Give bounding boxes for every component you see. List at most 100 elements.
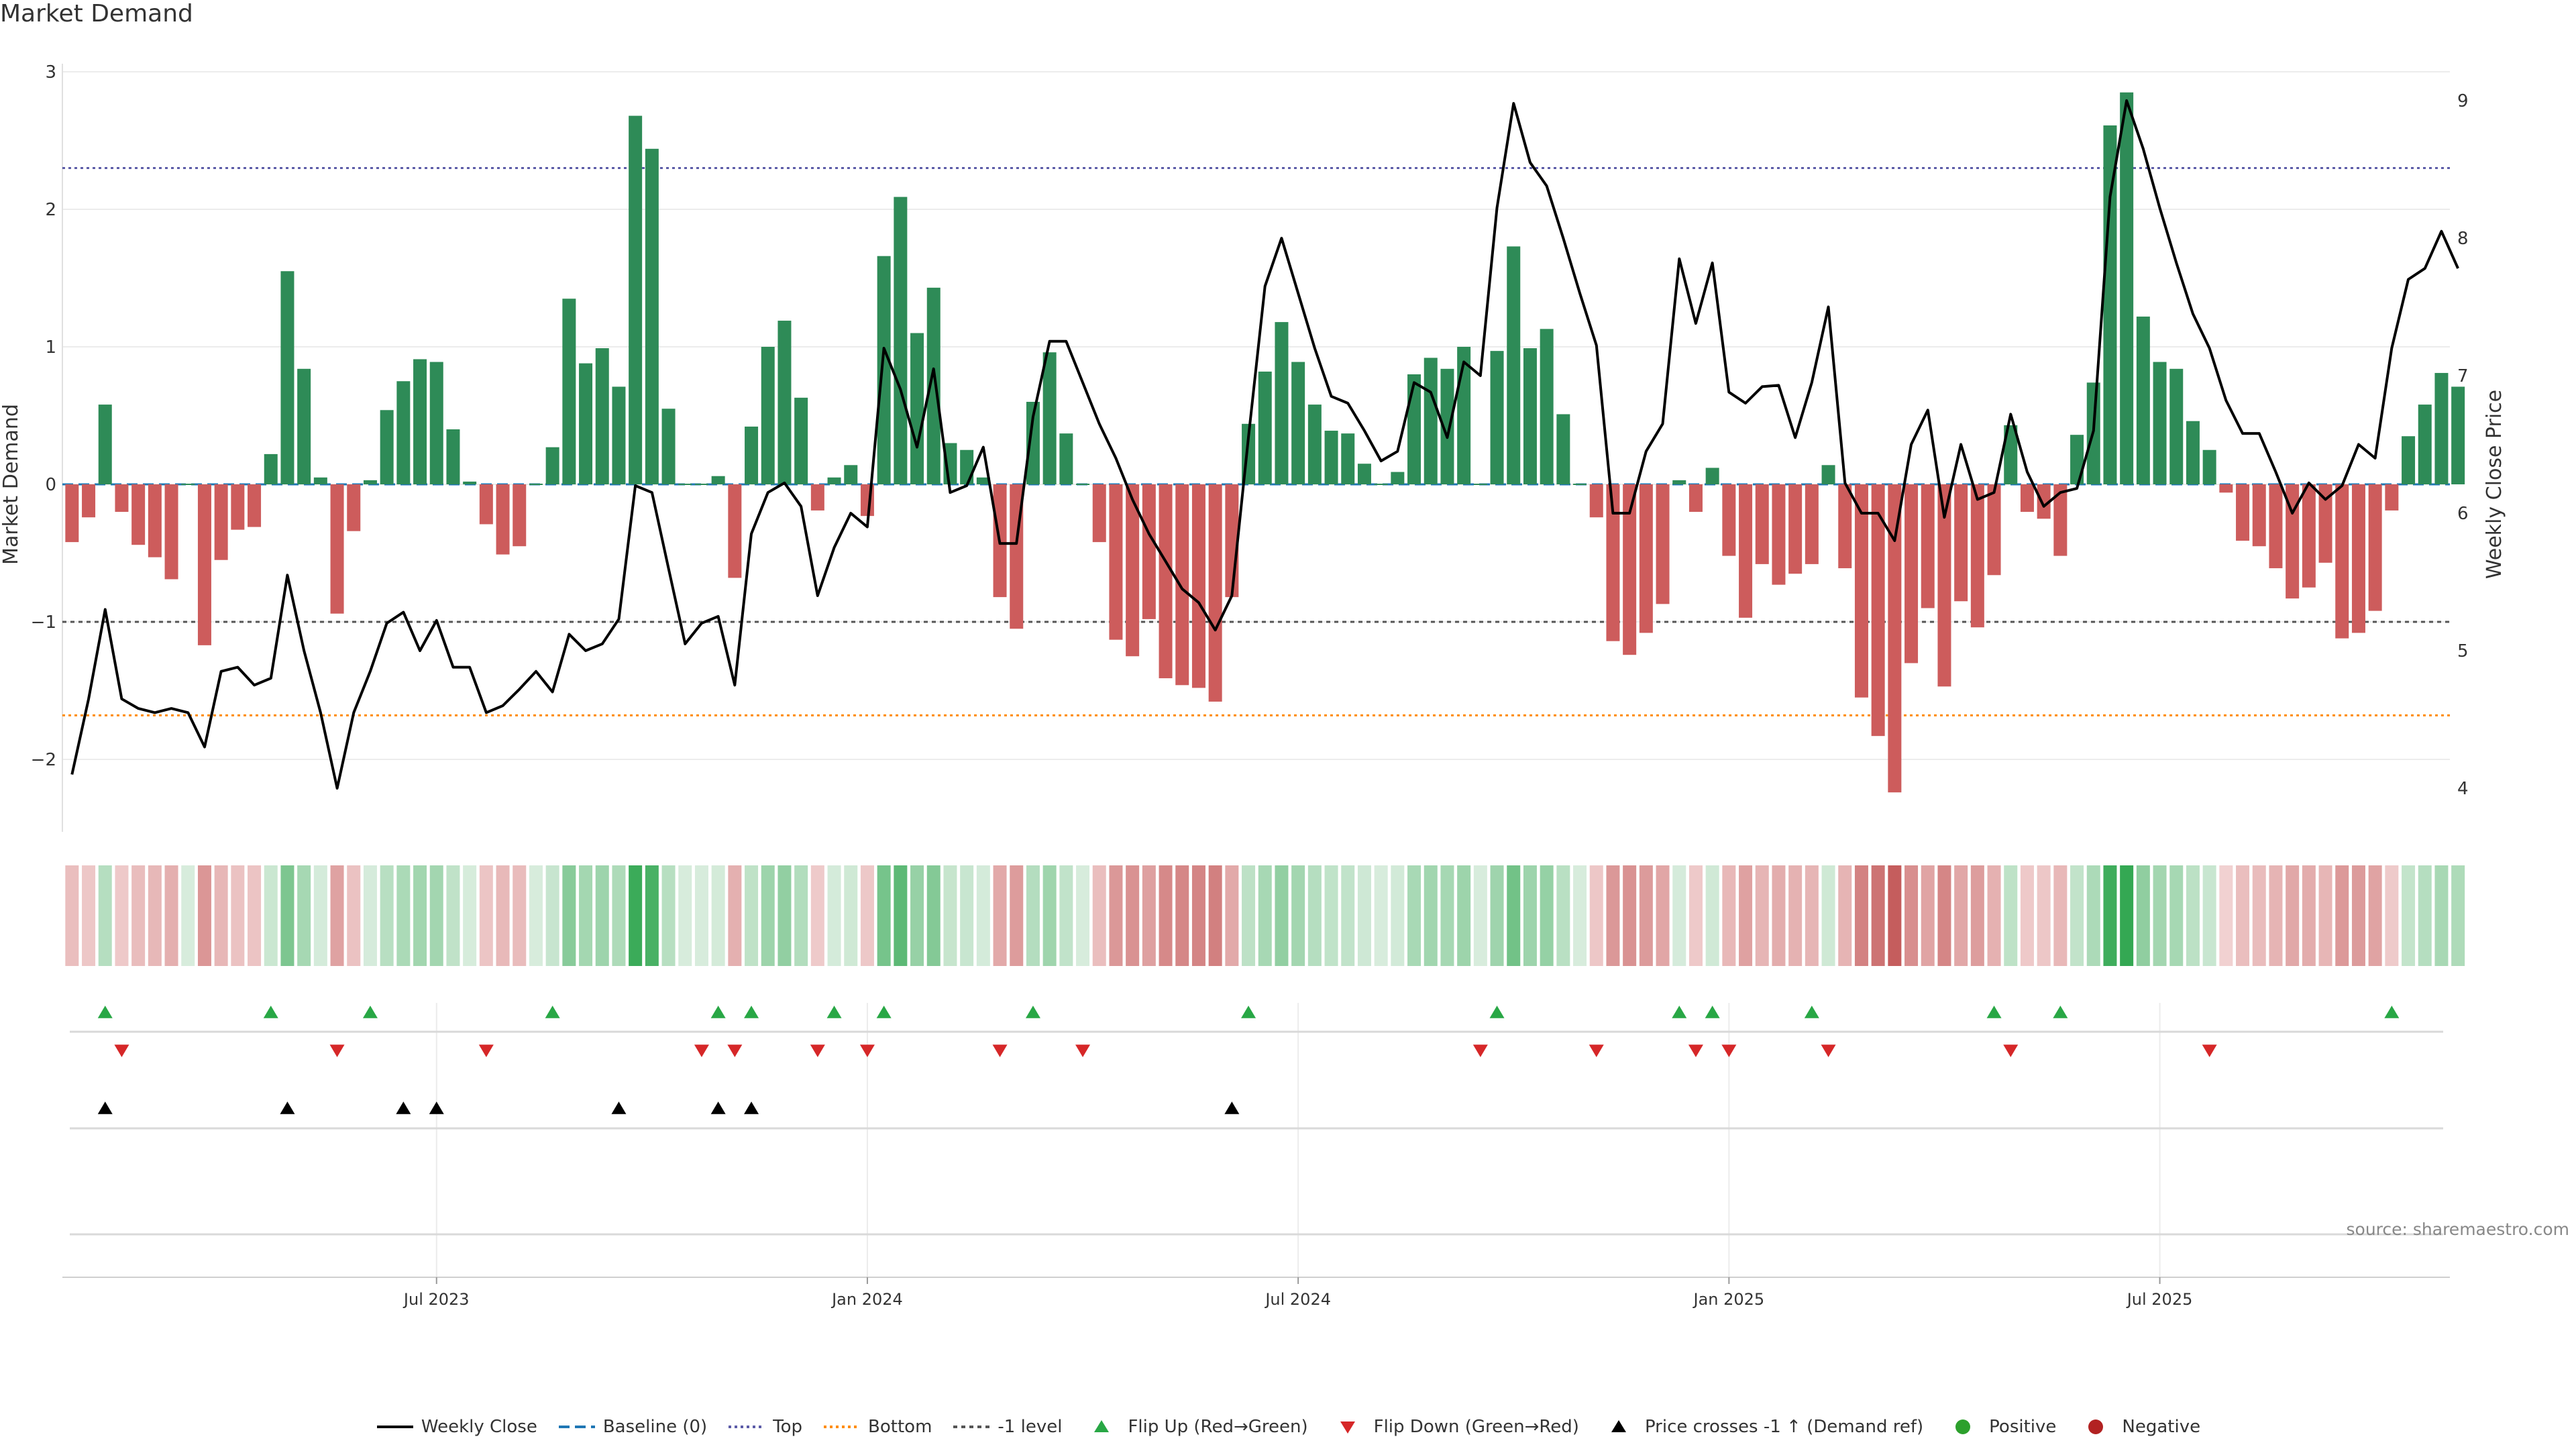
heat-cell: [1821, 865, 1835, 966]
flip-up-marker: [1672, 1006, 1687, 1018]
heat-cell: [2418, 865, 2432, 966]
legend-label: Price crosses -1 ↑ (Demand ref): [1644, 1417, 1924, 1437]
demand-bar: [2335, 484, 2349, 639]
heat-cell: [1341, 865, 1355, 966]
demand-bar: [2252, 484, 2266, 547]
demand-bar: [877, 256, 891, 484]
demand-bar: [910, 333, 924, 484]
heat-cell: [1324, 865, 1338, 966]
heat-cell: [1457, 865, 1471, 966]
heat-cell: [844, 865, 858, 966]
heat-cell: [2186, 865, 2200, 966]
heat-cell: [1871, 865, 1885, 966]
flip-up-marker: [710, 1006, 726, 1018]
flip-down-marker: [478, 1044, 494, 1057]
demand-bar: [280, 271, 294, 484]
left-tick-label: 1: [45, 337, 56, 358]
heat-cell: [1987, 865, 2001, 966]
heat-cell: [164, 865, 178, 966]
price-cross-marker: [1224, 1102, 1240, 1114]
heat-cell: [745, 865, 759, 966]
source-note: source: sharemaestro.com: [2346, 1220, 2570, 1239]
demand-bar: [2418, 405, 2432, 484]
heat-cell: [711, 865, 725, 966]
x-tick-label: Jul 2023: [402, 1290, 470, 1309]
heat-cell: [297, 865, 311, 966]
flip-up-marker: [1241, 1006, 1256, 1018]
heat-cell: [1772, 865, 1786, 966]
demand-bar: [363, 480, 377, 484]
triangle-up-icon: [1082, 1418, 1121, 1436]
heat-cell: [463, 865, 477, 966]
demand-bar: [894, 197, 908, 484]
heat-cell: [894, 865, 908, 966]
heat-cell: [231, 865, 245, 966]
heat-cell: [1921, 865, 1935, 966]
heat-cell: [694, 865, 708, 966]
legend-item-baseline: Baseline (0): [557, 1417, 707, 1437]
x-axis: Jul 2023 Jan 2024 Jul 2024 Jan 2025 Jul 2025: [62, 1277, 2450, 1309]
legend-item-minus-one-level: -1 level: [952, 1417, 1062, 1437]
heat-cell: [1473, 865, 1487, 966]
demand-bar: [1854, 484, 1868, 698]
heat-cell: [1490, 865, 1504, 966]
demand-bar: [545, 447, 559, 484]
demand-bar: [1407, 374, 1421, 484]
heat-cell: [960, 865, 974, 966]
demand-bar: [728, 484, 742, 578]
demand-bar: [231, 484, 245, 530]
demand-bar: [810, 484, 824, 511]
heat-cell: [1042, 865, 1057, 966]
price-cross-marker: [611, 1102, 627, 1114]
demand-bar: [2120, 92, 2134, 484]
heat-cell: [1208, 865, 1222, 966]
demand-bar: [2070, 435, 2084, 484]
right-tick-label: 8: [2457, 229, 2469, 249]
flip-up-marker: [876, 1006, 892, 1018]
flip-up-marker: [826, 1006, 842, 1018]
dashed-line-icon: [557, 1418, 596, 1436]
price-cross-marker: [429, 1102, 444, 1114]
flip-down-marker: [1688, 1044, 1703, 1057]
demand-bar: [1175, 484, 1189, 686]
left-tick-label: 3: [45, 62, 56, 83]
heat-cell: [248, 865, 262, 966]
flip-up-marker: [744, 1006, 759, 1018]
demand-bar: [197, 484, 211, 645]
demand-bar: [1307, 405, 1322, 484]
demand-bar: [2236, 484, 2250, 541]
flip-down-marker: [329, 1044, 345, 1057]
demand-bar: [2451, 386, 2465, 484]
demand-bar: [1490, 351, 1504, 484]
heat-cell: [1391, 865, 1405, 966]
demand-bar: [2103, 125, 2117, 484]
heat-cell: [1374, 865, 1388, 966]
heat-cell: [1904, 865, 1919, 966]
heat-cell: [1838, 865, 1852, 966]
flip-down-marker: [727, 1044, 743, 1057]
heat-cell: [1954, 865, 1968, 966]
dotted-line-icon: [822, 1418, 861, 1436]
heat-cell: [1937, 865, 1951, 966]
heat-cell: [1523, 865, 1537, 966]
demand-bar: [1788, 484, 1803, 574]
heat-cell: [2153, 865, 2167, 966]
heat-cell: [363, 865, 377, 966]
flip-down-marker: [694, 1044, 709, 1057]
heat-cell: [2070, 865, 2084, 966]
flip-up-marker: [1804, 1006, 1819, 1018]
demand-bar: [1026, 402, 1040, 484]
demand-bar: [65, 484, 79, 543]
heat-cell: [661, 865, 676, 966]
demand-bar: [1755, 484, 1769, 564]
demand-bar: [330, 484, 344, 614]
demand-bar: [1109, 484, 1123, 640]
demand-bar: [1092, 484, 1106, 543]
heat-cell: [761, 865, 775, 966]
heat-cell: [629, 865, 643, 966]
demand-bar: [1076, 484, 1090, 485]
heat-cell: [214, 865, 228, 966]
flip-up-marker: [1705, 1006, 1720, 1018]
heat-cell: [264, 865, 278, 966]
